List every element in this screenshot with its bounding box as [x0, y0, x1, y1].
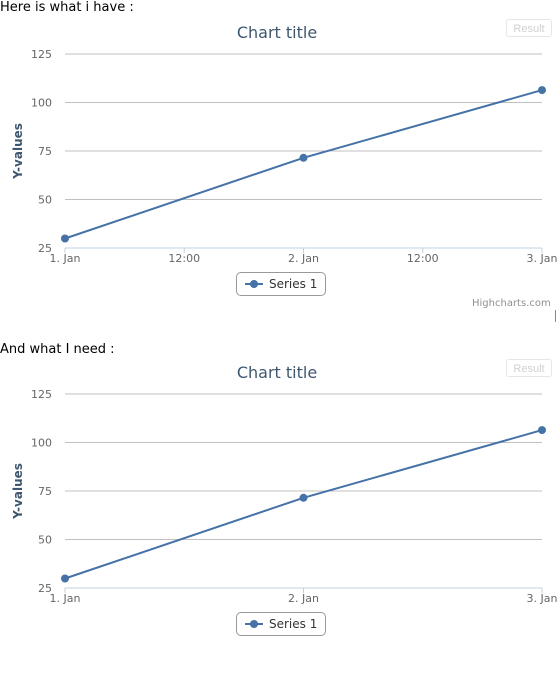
y-axis-title: Y-values: [11, 463, 25, 520]
x-tick-label: 12:00: [407, 252, 439, 265]
chart-title: Chart title: [237, 363, 317, 382]
y-tick-label: 125: [31, 48, 52, 61]
y-tick-label: 75: [38, 485, 52, 498]
chart-needed: Chart title 25 50 75 100 125 1. Jan 2. Jan 3. Ja…: [0, 354, 558, 674]
legend-series-1[interactable]: Series 1: [236, 272, 327, 296]
credits-link[interactable]: Highcharts.com: [472, 298, 551, 309]
y-tick-label: 100: [31, 437, 52, 450]
chart-current-svg: Chart title 25 50 75 100 125 1. Jan 12:00 2. Jan…: [11, 23, 558, 265]
chart-title: Chart title: [237, 23, 317, 42]
legend-series-1[interactable]: Series 1: [236, 612, 327, 636]
data-point: [538, 426, 546, 435]
y-tick-label: 50: [38, 534, 52, 547]
data-point: [299, 493, 308, 502]
data-point: [299, 153, 308, 162]
series-marker-icon: [245, 279, 263, 289]
data-point: [538, 86, 546, 95]
result-button[interactable]: Result: [506, 19, 552, 37]
x-tick-label: 1. Jan: [50, 252, 81, 265]
x-tick-label: 2. Jan: [288, 252, 319, 265]
y-axis-title: Y-values: [11, 123, 25, 180]
chart-needed-svg: Chart title 25 50 75 100 125 1. Jan 2. Jan 3. Ja…: [11, 363, 558, 605]
chart-current: Chart title 25 50 75 100 125 1. Jan 12:00 2. Jan…: [0, 14, 558, 334]
y-tick-label: 100: [31, 97, 52, 110]
result-button[interactable]: Result: [506, 359, 552, 377]
x-tick-label: 3. Jan: [527, 252, 558, 265]
series-line: [64, 429, 543, 580]
y-tick-label: 125: [31, 388, 52, 401]
data-point: [61, 234, 69, 243]
series-marker-icon: [245, 619, 263, 629]
caption-current: Here is what i have :: [0, 0, 134, 15]
x-tick-label: 2. Jan: [288, 592, 319, 605]
legend-label: Series 1: [269, 277, 318, 291]
y-tick-label: 25: [38, 242, 52, 255]
x-tick-label: 12:00: [168, 252, 200, 265]
y-tick-label: 50: [38, 194, 52, 207]
y-tick-label: 75: [38, 145, 52, 158]
y-tick-label: 25: [38, 582, 52, 595]
caption-needed: And what I need :: [0, 342, 115, 357]
x-tick-label: 3. Jan: [527, 592, 558, 605]
data-point: [61, 574, 69, 583]
legend-label: Series 1: [269, 617, 318, 631]
x-tick-label: 1. Jan: [50, 592, 81, 605]
series-line: [64, 89, 543, 240]
scrollbar-edge: [555, 310, 556, 322]
